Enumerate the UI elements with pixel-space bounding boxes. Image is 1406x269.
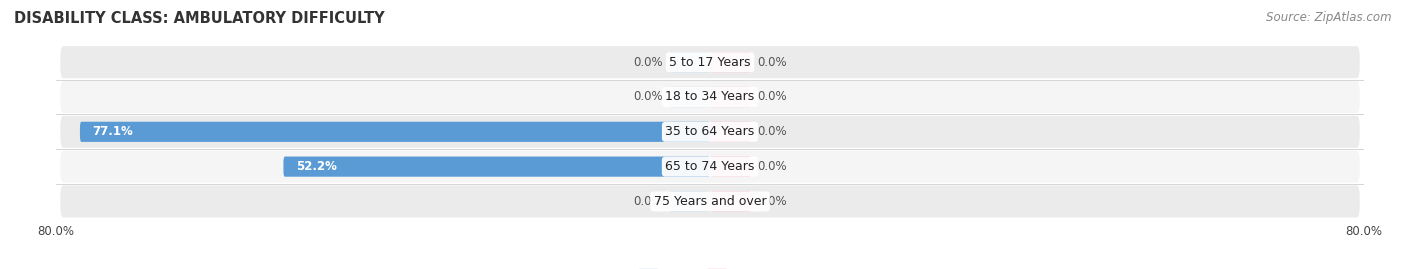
FancyBboxPatch shape (60, 185, 1360, 217)
FancyBboxPatch shape (60, 151, 1360, 183)
FancyBboxPatch shape (669, 52, 710, 72)
Text: 35 to 64 Years: 35 to 64 Years (665, 125, 755, 138)
Text: 0.0%: 0.0% (633, 56, 662, 69)
FancyBboxPatch shape (710, 87, 751, 107)
Text: 0.0%: 0.0% (758, 56, 787, 69)
Text: 0.0%: 0.0% (758, 160, 787, 173)
Text: 0.0%: 0.0% (758, 195, 787, 208)
FancyBboxPatch shape (710, 157, 751, 177)
Text: DISABILITY CLASS: AMBULATORY DIFFICULTY: DISABILITY CLASS: AMBULATORY DIFFICULTY (14, 11, 385, 26)
FancyBboxPatch shape (60, 81, 1360, 113)
Text: 75 Years and over: 75 Years and over (654, 195, 766, 208)
Text: 5 to 17 Years: 5 to 17 Years (669, 56, 751, 69)
Text: 65 to 74 Years: 65 to 74 Years (665, 160, 755, 173)
FancyBboxPatch shape (60, 46, 1360, 78)
FancyBboxPatch shape (669, 191, 710, 211)
FancyBboxPatch shape (710, 122, 751, 142)
Text: 0.0%: 0.0% (633, 90, 662, 104)
FancyBboxPatch shape (60, 116, 1360, 148)
FancyBboxPatch shape (669, 87, 710, 107)
FancyBboxPatch shape (710, 52, 751, 72)
FancyBboxPatch shape (80, 122, 710, 142)
Text: 77.1%: 77.1% (93, 125, 134, 138)
Text: 18 to 34 Years: 18 to 34 Years (665, 90, 755, 104)
FancyBboxPatch shape (284, 157, 710, 177)
Text: 0.0%: 0.0% (758, 125, 787, 138)
Text: Source: ZipAtlas.com: Source: ZipAtlas.com (1267, 11, 1392, 24)
FancyBboxPatch shape (710, 191, 751, 211)
Text: 52.2%: 52.2% (295, 160, 336, 173)
Text: 0.0%: 0.0% (633, 195, 662, 208)
Text: 0.0%: 0.0% (758, 90, 787, 104)
